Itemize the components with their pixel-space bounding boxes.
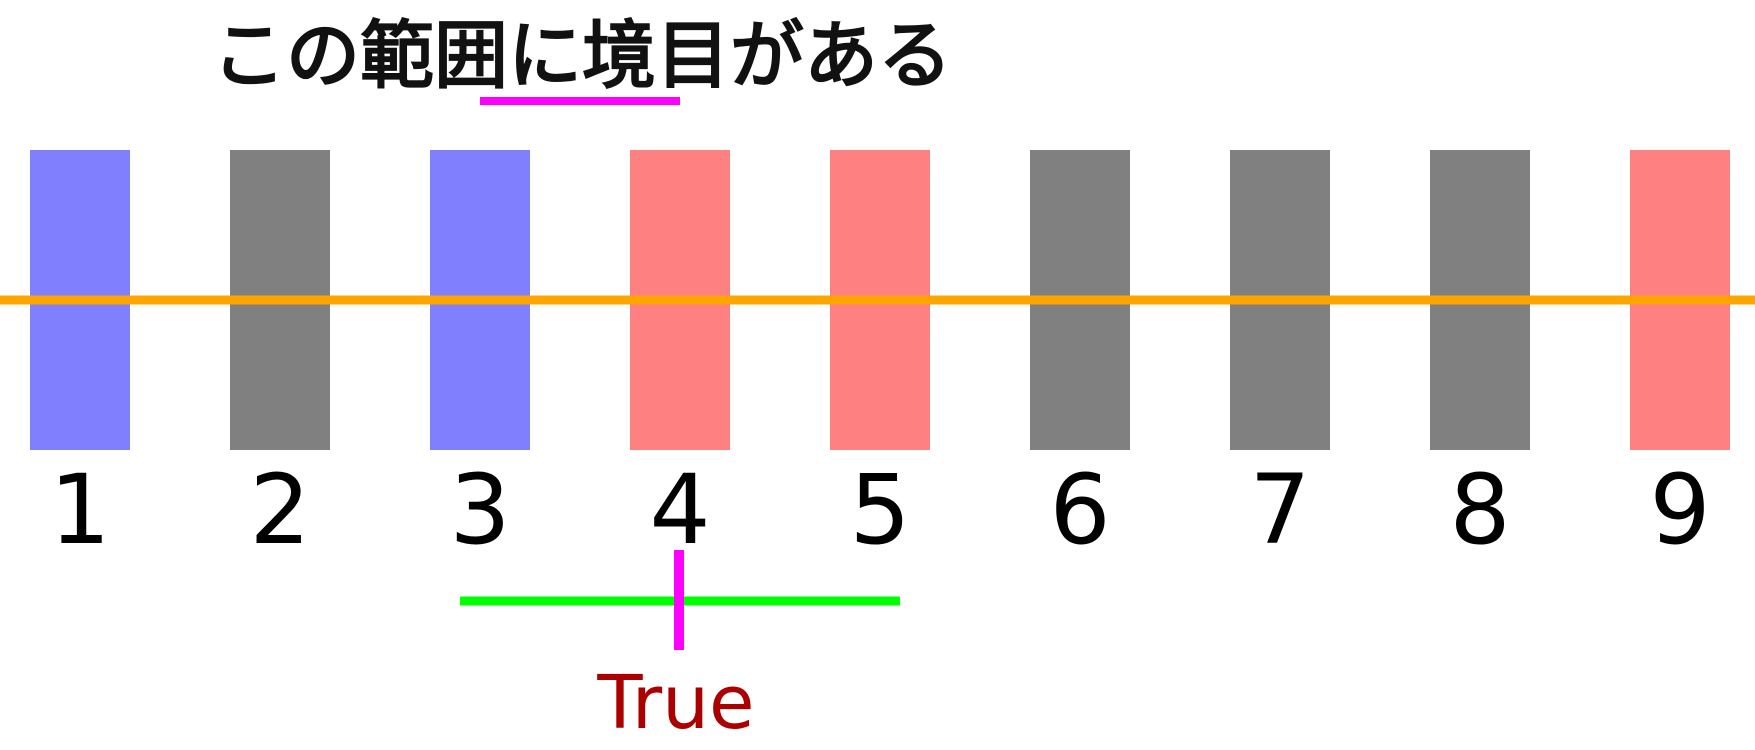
- bar-label-1: 1: [49, 454, 111, 566]
- bar-label-2: 2: [249, 454, 311, 566]
- bar-label-4: 4: [649, 454, 711, 566]
- heading-underline: [480, 97, 680, 105]
- result-label: True: [597, 660, 755, 746]
- bar-label-5: 5: [849, 454, 911, 566]
- bar-label-8: 8: [1449, 454, 1511, 566]
- bar-label-6: 6: [1049, 454, 1111, 566]
- bar-label-9: 9: [1649, 454, 1711, 566]
- bar-label-7: 7: [1249, 454, 1311, 566]
- heading-text: この範囲に境目がある: [212, 13, 952, 99]
- bar-label-3: 3: [449, 454, 511, 566]
